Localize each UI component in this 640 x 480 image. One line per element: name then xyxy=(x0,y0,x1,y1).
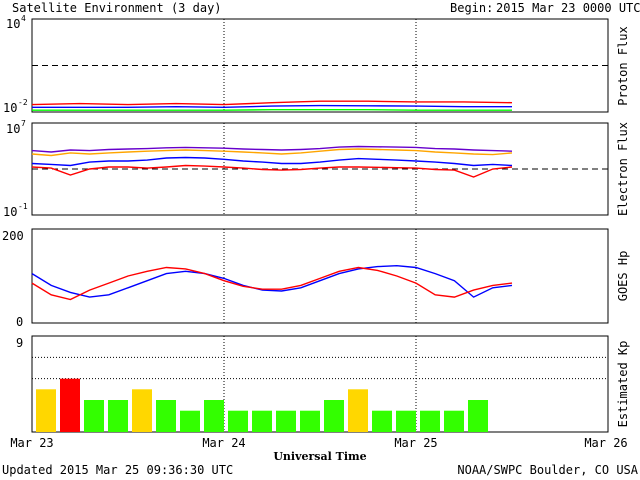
updated-timestamp: Updated 2015 Mar 25 09:36:30 UTC xyxy=(2,463,233,477)
kp-bar-18 xyxy=(444,410,464,432)
goes-hp-label: GOES Hp xyxy=(616,251,630,302)
kp-bar-1 xyxy=(36,389,56,432)
kp-bar-2 xyxy=(60,378,80,432)
xtick-mar-26: Mar 26 xyxy=(584,436,627,450)
proton-series-green xyxy=(32,108,512,111)
electron-series-purple xyxy=(31,145,513,153)
kp-bar-17 xyxy=(420,410,440,432)
electron-ytick-bottom-base: 10 xyxy=(3,205,17,219)
kp-bar-8 xyxy=(204,400,224,432)
proton-ytick-top-exp: 4 xyxy=(21,14,26,23)
proton-panel-frame xyxy=(31,18,609,113)
proton-ytick-bottom-base: 10 xyxy=(3,101,17,115)
kp-bar-6 xyxy=(156,400,176,432)
chart-title: Satellite Environment (3 day) xyxy=(12,1,222,15)
proton-series-blue xyxy=(32,104,512,109)
x-axis-title: Universal Time xyxy=(273,450,366,463)
proton-ytick-bottom-exp: -2 xyxy=(18,98,28,107)
begin-label: Begin: xyxy=(450,1,493,15)
kp-bar-19 xyxy=(468,400,488,432)
kp-ytick-top: 9 xyxy=(16,336,23,350)
kp-bar-15 xyxy=(372,410,392,432)
proton-ytick-bottom: 10 -2 xyxy=(3,98,28,115)
electron-ytick-bottom-exp: -1 xyxy=(18,202,28,211)
electron-ytick-top-base: 10 xyxy=(6,122,20,136)
estimated-kp-label: Estimated Kp xyxy=(616,341,630,428)
proton-ytick-top-base: 10 xyxy=(6,17,20,31)
electron-ytick-bottom: 10 -1 xyxy=(3,202,28,219)
begin-value: 2015 Mar 23 0000 UTC xyxy=(496,1,640,15)
hp-panel-frame xyxy=(31,228,609,324)
xtick-mar-24: Mar 24 xyxy=(202,436,245,450)
hp-ytick-bottom: 0 xyxy=(16,315,23,329)
electron-ytick-top: 10 7 xyxy=(6,119,26,136)
electron-flux-label: Electron Flux xyxy=(616,122,630,216)
kp-bar-10 xyxy=(252,410,272,432)
kp-bar-11 xyxy=(276,410,296,432)
kp-bar-14 xyxy=(348,389,368,432)
proton-series-red xyxy=(31,100,513,106)
kp-bar-12 xyxy=(300,410,320,432)
electron-series-red xyxy=(31,164,513,178)
kp-bar-16 xyxy=(396,410,416,432)
electron-ytick-top-exp: 7 xyxy=(21,119,26,128)
hp-ytick-top: 200 xyxy=(2,229,24,243)
electron-series-blue xyxy=(31,156,513,167)
hp-series-red xyxy=(31,266,513,301)
proton-ytick-top: 10 4 xyxy=(6,14,26,31)
kp-bar-7 xyxy=(180,410,200,432)
xtick-mar-23: Mar 23 xyxy=(10,436,53,450)
credit-line: NOAA/SWPC Boulder, CO USA xyxy=(457,463,638,477)
electron-panel-frame xyxy=(31,122,609,216)
kp-bar-3 xyxy=(84,400,104,432)
proton-flux-label: Proton Flux xyxy=(616,26,630,105)
xtick-mar-25: Mar 25 xyxy=(394,436,437,450)
plots-layer xyxy=(31,19,608,432)
kp-bar-9 xyxy=(228,410,248,432)
kp-bar-4 xyxy=(108,400,128,432)
hp-series-blue xyxy=(31,264,513,298)
kp-bar-5 xyxy=(132,389,152,432)
electron-series-orange xyxy=(31,148,513,157)
kp-bar-13 xyxy=(324,400,344,432)
